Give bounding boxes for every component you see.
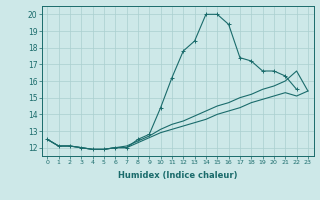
X-axis label: Humidex (Indice chaleur): Humidex (Indice chaleur) [118, 171, 237, 180]
